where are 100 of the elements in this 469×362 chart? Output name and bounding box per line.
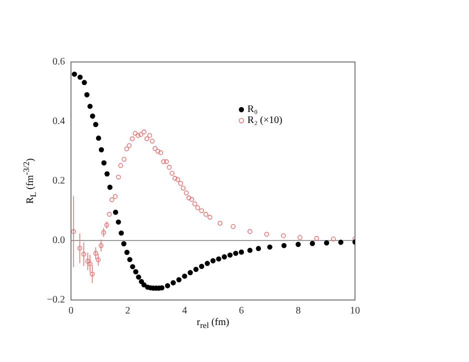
- y-tick-label: 0.0: [52, 235, 65, 246]
- point: [141, 282, 147, 288]
- point: [112, 210, 118, 215]
- point: [218, 220, 222, 226]
- point: [170, 280, 176, 286]
- point: [81, 252, 86, 257]
- point: [150, 138, 155, 144]
- point: [186, 196, 192, 200]
- point: [296, 242, 301, 247]
- point: [138, 132, 144, 137]
- x-tick-label: 10: [350, 306, 360, 317]
- point: [204, 212, 208, 217]
- point: [256, 246, 262, 252]
- point: [281, 242, 287, 248]
- point: [90, 114, 96, 119]
- point: [121, 241, 126, 246]
- point: [338, 240, 344, 245]
- point: [130, 264, 136, 270]
- point: [192, 202, 198, 206]
- point: [248, 229, 252, 234]
- point: [118, 163, 124, 168]
- point: [331, 236, 336, 242]
- point: [77, 246, 82, 251]
- point: [88, 261, 92, 266]
- y-tick-label: −0.2: [46, 294, 65, 306]
- point: [247, 248, 253, 253]
- point: [176, 277, 182, 282]
- point: [222, 254, 227, 260]
- point: [101, 230, 106, 235]
- point: [281, 233, 286, 238]
- point: [98, 147, 104, 152]
- point: [96, 136, 102, 141]
- point: [184, 190, 189, 196]
- x-tick-label: 8: [296, 306, 301, 317]
- point: [93, 122, 98, 128]
- point: [109, 197, 114, 202]
- point: [207, 214, 212, 220]
- point: [298, 235, 302, 240]
- point: [85, 258, 90, 264]
- point: [101, 160, 107, 166]
- point: [156, 148, 160, 154]
- legend-label: R₂ (×10): [247, 115, 282, 126]
- point: [106, 212, 112, 217]
- point: [82, 80, 87, 86]
- x-tick-label: 6: [238, 306, 244, 317]
- point: [238, 250, 244, 255]
- point: [104, 171, 110, 176]
- point: [132, 131, 138, 136]
- point: [136, 133, 140, 138]
- point: [122, 156, 127, 162]
- point: [84, 92, 90, 98]
- point: [195, 205, 200, 210]
- point: [170, 170, 175, 176]
- point: [126, 143, 132, 148]
- point: [180, 186, 186, 191]
- point: [116, 219, 122, 225]
- point: [77, 74, 83, 80]
- point: [118, 230, 124, 236]
- point: [93, 250, 98, 256]
- point: [193, 266, 199, 272]
- point: [172, 176, 178, 181]
- point: [314, 236, 320, 241]
- point: [127, 256, 132, 262]
- point: [107, 184, 113, 190]
- x-tick-label: 4: [182, 306, 188, 317]
- point: [199, 264, 204, 269]
- point: [210, 258, 216, 264]
- point: [112, 194, 118, 199]
- point: [166, 164, 172, 170]
- point: [216, 256, 222, 262]
- point: [133, 269, 138, 274]
- point: [230, 224, 236, 229]
- y-tick-label: 0.6: [52, 56, 65, 68]
- x-axis-title: r$_{rel}$ (fm): [196, 317, 230, 330]
- point: [324, 240, 330, 246]
- y-tick-label: 0.4: [52, 116, 65, 128]
- point: [90, 272, 95, 277]
- point: [72, 72, 78, 77]
- point: [164, 159, 169, 164]
- point: [116, 174, 121, 180]
- point: [178, 180, 184, 186]
- point: [71, 229, 76, 234]
- point: [152, 146, 158, 151]
- x-tick-label: 2: [125, 306, 130, 317]
- point: [142, 130, 146, 134]
- y-tick-label: 0.2: [52, 176, 65, 187]
- point: [227, 252, 233, 258]
- point: [87, 104, 93, 109]
- point: [189, 197, 194, 202]
- point: [136, 274, 142, 280]
- point: [124, 250, 130, 255]
- point: [164, 283, 170, 288]
- point: [124, 146, 130, 152]
- point: [98, 243, 104, 248]
- point: [233, 250, 238, 256]
- legend-label: R₀: [247, 104, 258, 116]
- point: [204, 260, 210, 266]
- point: [188, 270, 193, 276]
- point: [310, 240, 315, 246]
- point: [138, 278, 144, 284]
